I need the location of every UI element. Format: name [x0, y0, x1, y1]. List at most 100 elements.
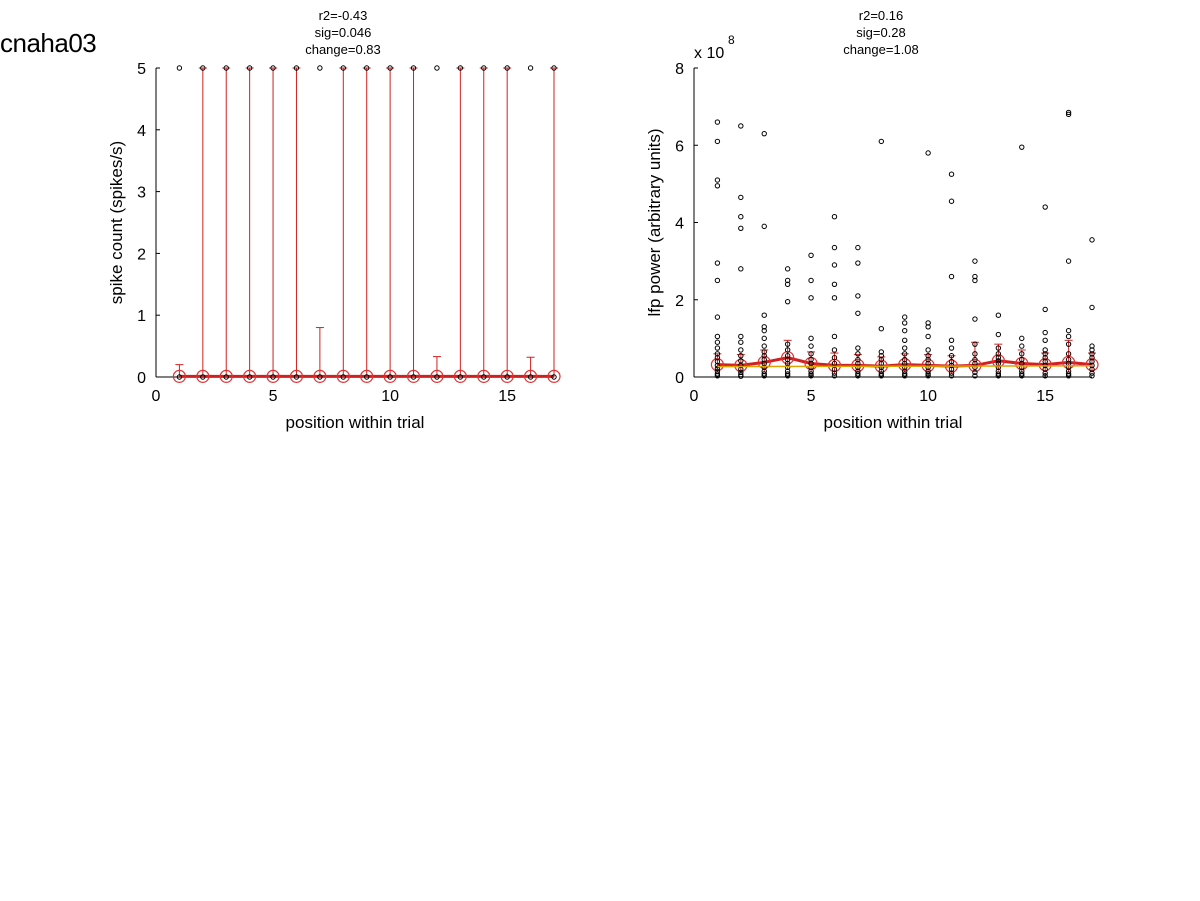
- data-point: [902, 337, 908, 344]
- data-point: [434, 374, 440, 380]
- data-point: [784, 364, 791, 371]
- data-point: [925, 356, 931, 363]
- data-point: [1042, 373, 1048, 379]
- chart-title-line: change=1.08: [843, 42, 919, 57]
- data-point: [200, 65, 206, 71]
- data-point: [902, 356, 908, 363]
- data-point: [176, 65, 183, 71]
- mean-marker: [336, 369, 350, 383]
- data-point: [925, 150, 931, 156]
- data-point: [831, 295, 838, 301]
- data-point: [948, 198, 955, 204]
- data-point: [902, 320, 908, 326]
- data-point: [714, 138, 721, 145]
- data-point: [902, 351, 908, 357]
- data-point: [1019, 335, 1025, 342]
- data-point: [995, 364, 1002, 371]
- data-point: [808, 277, 814, 284]
- data-point: [738, 353, 744, 359]
- data-point: [364, 374, 370, 380]
- data-point: [761, 349, 767, 355]
- data-point: [902, 371, 908, 377]
- data-point: [738, 347, 744, 353]
- data-point: [761, 335, 767, 342]
- data-point: [527, 374, 534, 380]
- data-point: [1042, 351, 1048, 357]
- data-point: [1065, 111, 1072, 118]
- data-point: [761, 360, 767, 367]
- data-point: [387, 65, 393, 71]
- data-point: [457, 65, 464, 71]
- data-point: [995, 354, 1002, 361]
- data-point: [925, 324, 931, 330]
- data-point: [878, 371, 884, 377]
- y-axis-label: spike count (spikes/s): [107, 141, 126, 304]
- data-point: [925, 320, 931, 326]
- data-point: [738, 266, 744, 272]
- data-point: [1065, 351, 1072, 357]
- y-tick-label: 0: [137, 370, 146, 387]
- data-point: [995, 373, 1002, 379]
- mean-marker: [172, 369, 187, 383]
- data-point: [808, 356, 814, 363]
- data-point: [340, 65, 346, 71]
- data-point: [855, 371, 861, 377]
- chart-title-line: r2=0.16: [859, 8, 903, 23]
- data-point: [925, 373, 931, 379]
- data-point: [784, 373, 791, 379]
- chart-title-line: sig=0.28: [856, 25, 906, 40]
- data-point: [1042, 354, 1048, 361]
- data-point: [176, 374, 183, 380]
- data-point: [972, 273, 978, 280]
- y-tick-label: 2: [137, 246, 146, 263]
- data-point: [948, 366, 955, 372]
- data-point: [738, 339, 744, 345]
- data-point: [784, 281, 791, 287]
- data-point: [714, 373, 721, 379]
- data-point: [504, 374, 510, 380]
- data-point: [972, 316, 978, 322]
- data-point: [1089, 358, 1095, 365]
- data-point: [855, 351, 861, 357]
- data-point: [738, 333, 744, 340]
- data-point: [808, 364, 814, 371]
- data-point: [1019, 364, 1025, 371]
- mean-marker: [243, 369, 257, 383]
- data-point: [738, 123, 744, 129]
- data-point: [972, 373, 978, 379]
- mean-marker: [360, 369, 374, 383]
- data-point: [784, 356, 791, 363]
- data-point: [714, 314, 721, 320]
- data-point: [1089, 237, 1095, 243]
- data-point: [808, 373, 814, 379]
- data-point: [808, 335, 814, 342]
- x-tick-label: 10: [919, 388, 937, 405]
- data-point: [1089, 343, 1095, 349]
- data-point: [714, 345, 721, 351]
- data-point: [1089, 354, 1095, 361]
- data-point: [972, 356, 978, 363]
- data-point: [831, 244, 838, 251]
- data-point: [1065, 371, 1072, 377]
- data-point: [761, 373, 767, 379]
- y-tick-label: 4: [137, 123, 146, 140]
- x-tick-label: 15: [1036, 388, 1054, 405]
- data-point: [878, 353, 884, 359]
- data-point: [1042, 366, 1048, 372]
- y-multiplier-exponent: 8: [728, 33, 735, 47]
- mean-marker: [196, 369, 210, 383]
- data-point: [1065, 258, 1072, 264]
- data-point: [948, 171, 955, 177]
- mean-marker: [757, 355, 771, 369]
- mean-marker: [289, 369, 304, 383]
- data-point: [995, 312, 1002, 318]
- data-point: [1019, 373, 1025, 379]
- data-point: [761, 356, 767, 363]
- data-point: [831, 281, 838, 287]
- data-point: [761, 327, 767, 334]
- data-point: [855, 373, 861, 379]
- data-point: [878, 138, 884, 145]
- x-tick-label: 0: [152, 388, 161, 405]
- data-point: [317, 65, 323, 71]
